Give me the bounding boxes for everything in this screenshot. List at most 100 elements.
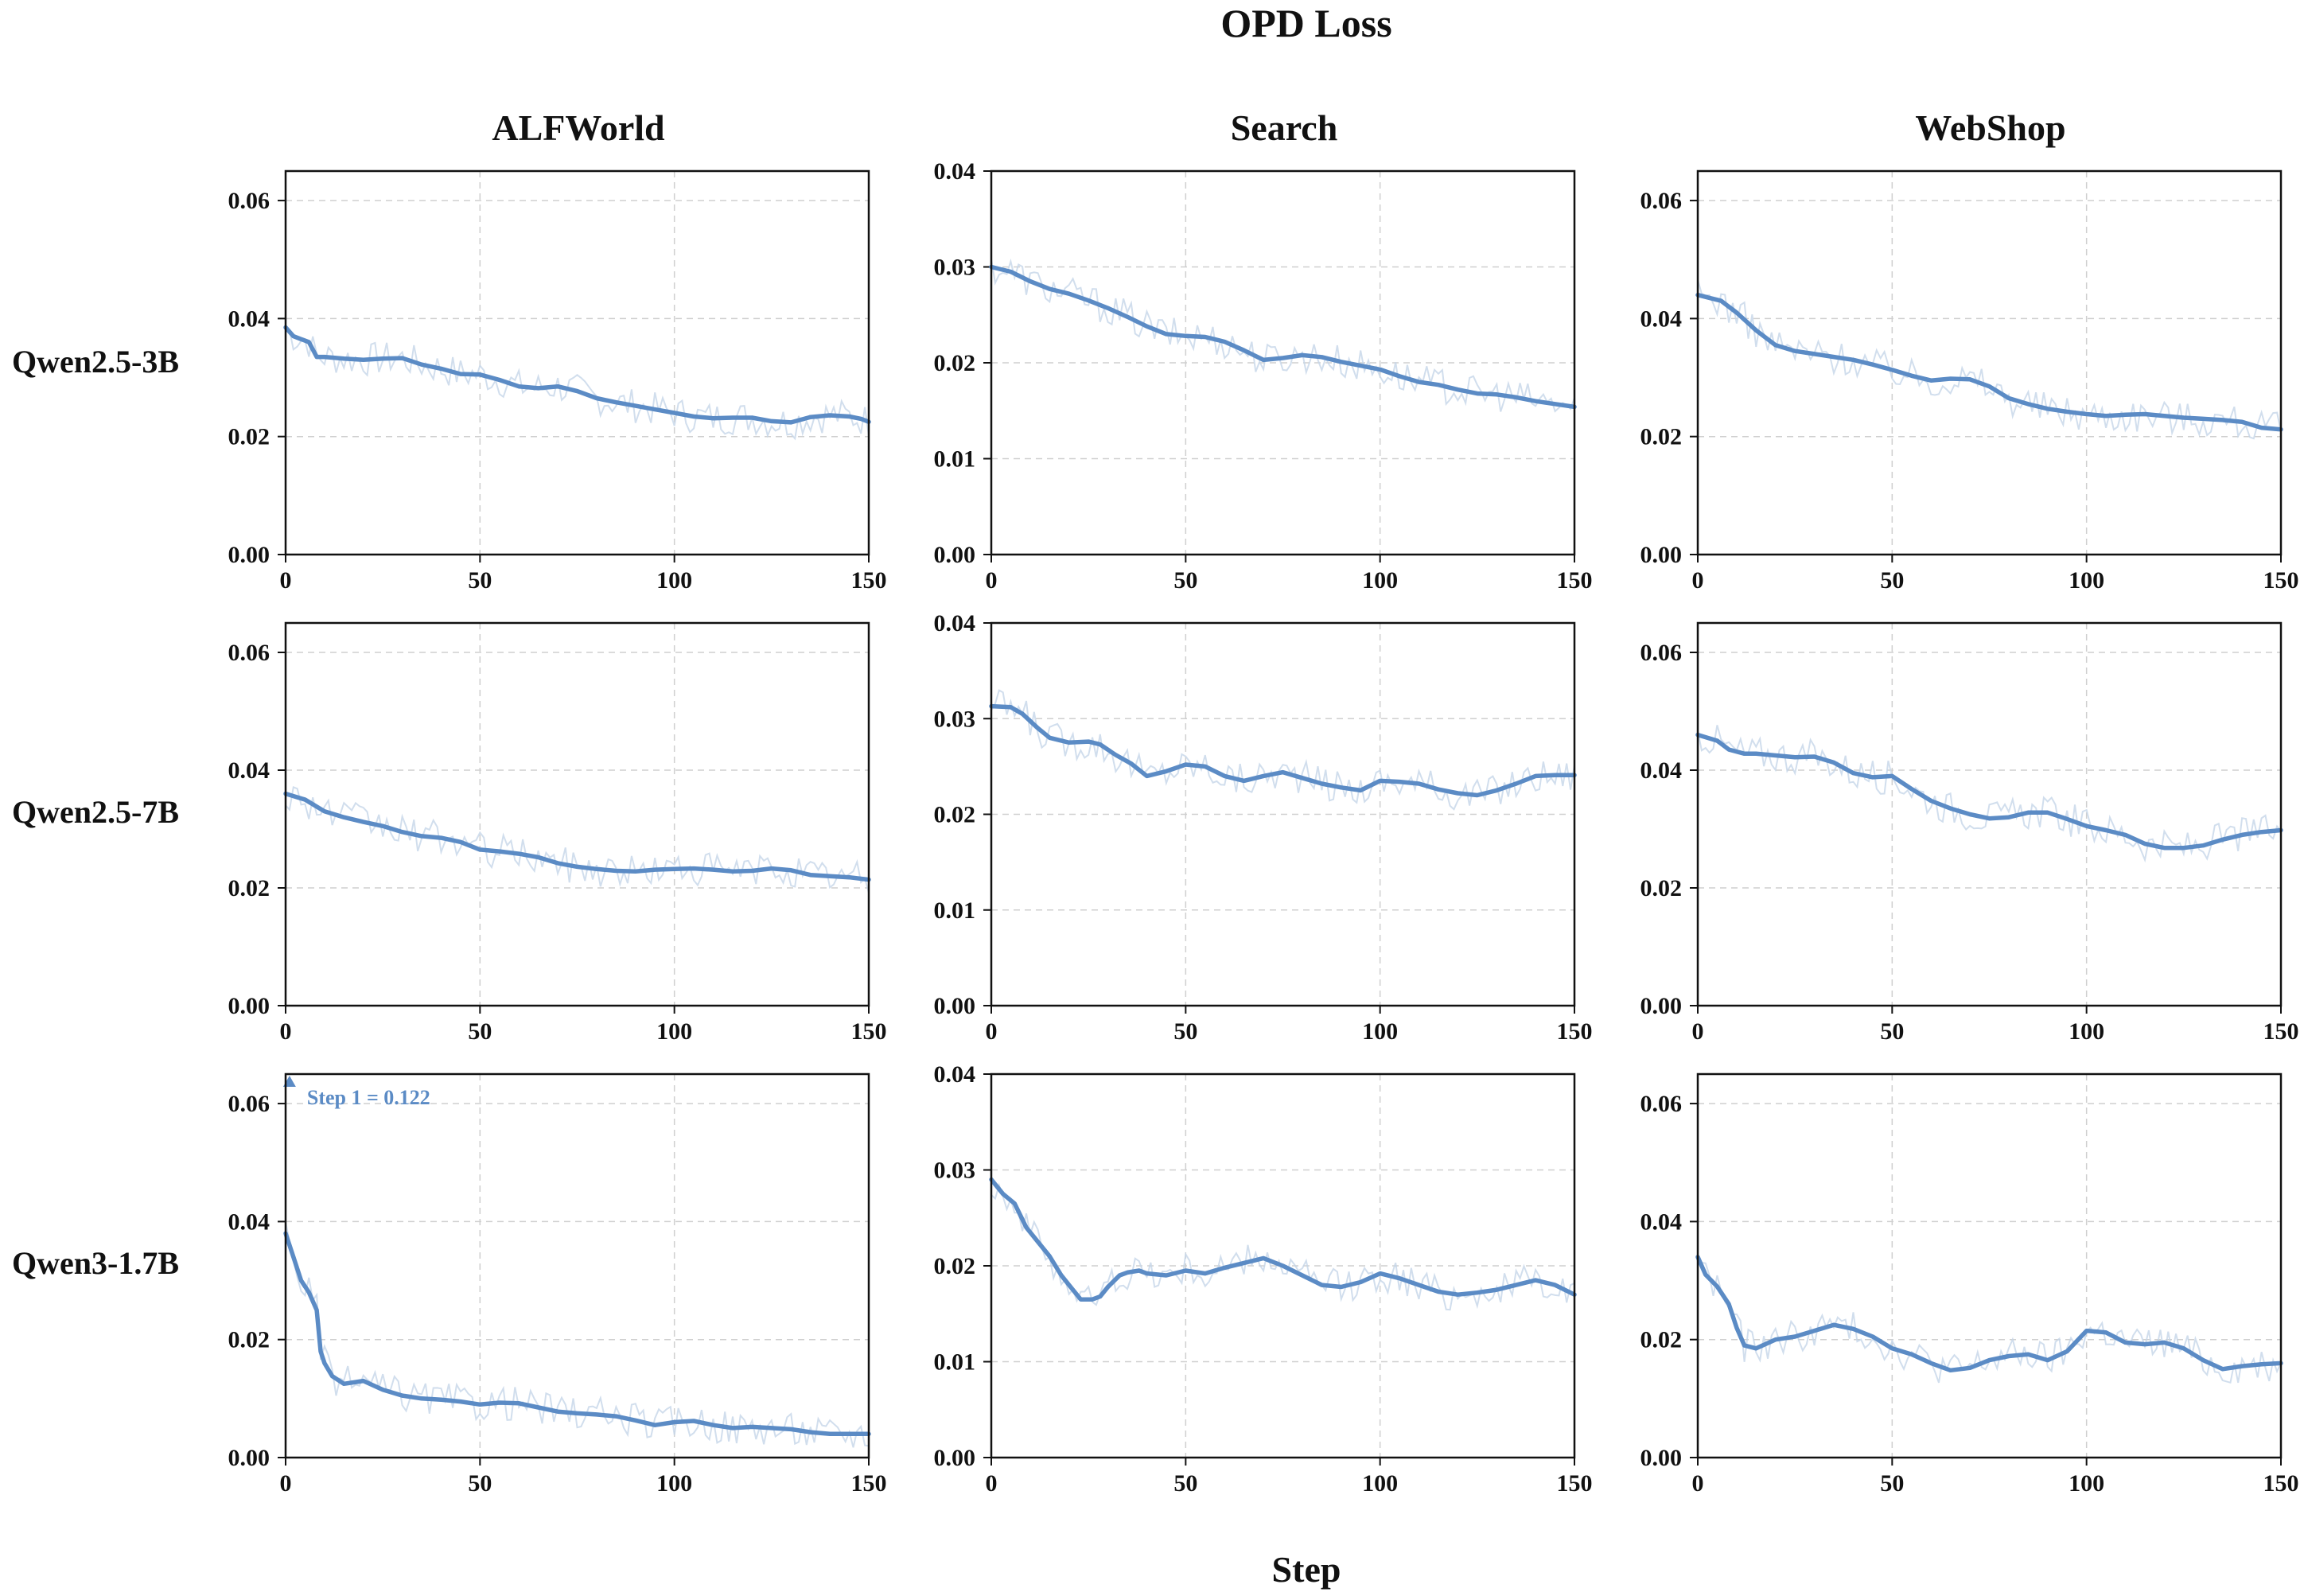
x-tick-label: 0 [280,567,292,594]
x-tick-label: 100 [1362,567,1398,594]
row-label-qwen25-3b: Qwen2.5-3B [12,344,179,380]
column-header-webshop: WebShop [1915,107,2065,148]
y-tick-label: 0.02 [228,424,270,450]
raw-loss-line [1697,1261,2282,1384]
y-tick-label: 0.00 [228,993,270,1019]
subplot-grid: 0 50 100 150 0.00 0.02 0.04 0.06 0 50 100 150 0.00 0.… [228,158,2299,1497]
x-tick-label: 0 [1692,1470,1704,1497]
x-tick-label: 0 [1692,567,1704,594]
annotation-label: Step 1 = 0.122 [307,1086,430,1109]
y-tick-label: 0.03 [934,255,976,281]
y-tick-label: 0.01 [934,1349,976,1376]
subplot-search-3b: 0 50 100 150 0.00 0.01 0.02 0.03 0.04 [934,158,1593,594]
x-tick-label: 150 [2263,1018,2299,1045]
x-tick-label: 150 [2263,1470,2299,1497]
y-tick-label: 0.04 [934,610,976,636]
plot-frame [284,169,870,556]
x-tick-label: 50 [1173,1470,1197,1497]
x-tick-label: 0 [986,1018,998,1045]
subplot-web-7b: 0 50 100 150 0.00 0.02 0.04 0.06 [1640,621,2299,1045]
subplot-search-17b: 0 50 100 150 0.00 0.01 0.02 0.03 0.04 [934,1061,1593,1497]
x-tick-label: 150 [851,567,887,594]
x-axis-label-step: Step [1272,1549,1341,1590]
x-tick-label: 50 [468,1018,492,1045]
plot-frame [1696,169,2283,556]
x-tick-label: 0 [1692,1018,1704,1045]
raw-loss-line [990,258,1575,413]
x-tick-label: 100 [656,1470,692,1497]
plot-frame [1696,1072,2283,1459]
x-tick-label: 100 [2069,1470,2104,1497]
x-tick-label: 50 [468,1470,492,1497]
y-tick-label: 0.06 [228,1091,270,1117]
raw-loss-line [285,1221,870,1448]
subplot-web-3b: 0 50 100 150 0.00 0.02 0.04 0.06 [1640,169,2299,594]
x-tick-label: 50 [468,567,492,594]
y-tick-label: 0.04 [1640,757,1683,784]
plot-frame [990,169,1576,556]
subplot-alf-3b: 0 50 100 150 0.00 0.02 0.04 0.06 [228,169,887,594]
y-tick-label: 0.02 [228,875,270,901]
y-tick-label: 0.00 [1640,542,1683,568]
y-tick-label: 0.03 [934,1158,976,1184]
x-tick-label: 100 [656,567,692,594]
x-tick-label: 150 [851,1470,887,1497]
x-tick-label: 150 [1557,567,1593,594]
y-tick-label: 0.00 [934,542,976,568]
y-tick-label: 0.06 [228,640,270,666]
y-tick-label: 0.02 [1640,875,1683,901]
raw-loss-line [990,689,1575,811]
y-tick-label: 0.04 [934,158,976,185]
y-tick-label: 0.02 [1640,1327,1683,1353]
x-tick-label: 50 [1880,1470,1904,1497]
x-tick-label: 150 [1557,1470,1593,1497]
y-tick-label: 0.00 [934,1445,976,1471]
plot-frame [284,1072,870,1459]
y-tick-label: 0.00 [228,1445,270,1471]
y-tick-label: 0.04 [1640,306,1683,332]
y-tick-label: 0.04 [1640,1209,1683,1235]
x-tick-label: 100 [1362,1018,1398,1045]
y-tick-label: 0.01 [934,446,976,473]
y-tick-label: 0.00 [934,993,976,1019]
y-tick-label: 0.00 [1640,993,1683,1019]
plot-frame [990,621,1576,1007]
smoothed-loss-line [989,703,1577,798]
x-tick-label: 100 [656,1018,692,1045]
x-tick-label: 50 [1173,1018,1197,1045]
smoothed-loss-line [1695,1255,2283,1373]
x-tick-label: 150 [2263,567,2299,594]
y-tick-label: 0.06 [228,188,270,214]
y-tick-label: 0.01 [934,897,976,924]
y-tick-label: 0.00 [228,542,270,568]
x-tick-label: 100 [1362,1470,1398,1497]
plot-frame [284,621,870,1007]
x-tick-label: 0 [986,567,998,594]
y-tick-label: 0.04 [934,1061,976,1088]
x-tick-label: 0 [986,1470,998,1497]
smoothed-loss-line [1695,732,2283,851]
smoothed-loss-line [283,791,871,882]
smoothed-loss-line [989,264,1577,410]
row-label-qwen3-17b: Qwen3-1.7B [12,1245,179,1281]
x-tick-label: 150 [851,1018,887,1045]
raw-loss-line [990,1182,1575,1311]
y-tick-label: 0.06 [1640,188,1683,214]
y-tick-label: 0.04 [228,1209,270,1235]
y-tick-label: 0.06 [1640,1091,1683,1117]
column-header-alfworld: ALFWorld [492,107,665,148]
y-tick-label: 0.02 [934,802,976,828]
y-tick-label: 0.03 [934,706,976,732]
x-tick-label: 150 [1557,1018,1593,1045]
y-tick-label: 0.04 [228,757,270,784]
column-header-search: Search [1231,107,1338,148]
subplot-search-7b: 0 50 100 150 0.00 0.01 0.02 0.03 0.04 [934,610,1593,1045]
y-tick-label: 0.02 [934,1253,976,1279]
row-label-qwen25-7b: Qwen2.5-7B [12,794,179,830]
smoothed-loss-line [283,325,871,425]
x-tick-label: 50 [1173,567,1197,594]
x-tick-label: 0 [280,1470,292,1497]
smoothed-loss-line [283,1231,871,1437]
figure-title: OPD Loss [1220,1,1391,45]
